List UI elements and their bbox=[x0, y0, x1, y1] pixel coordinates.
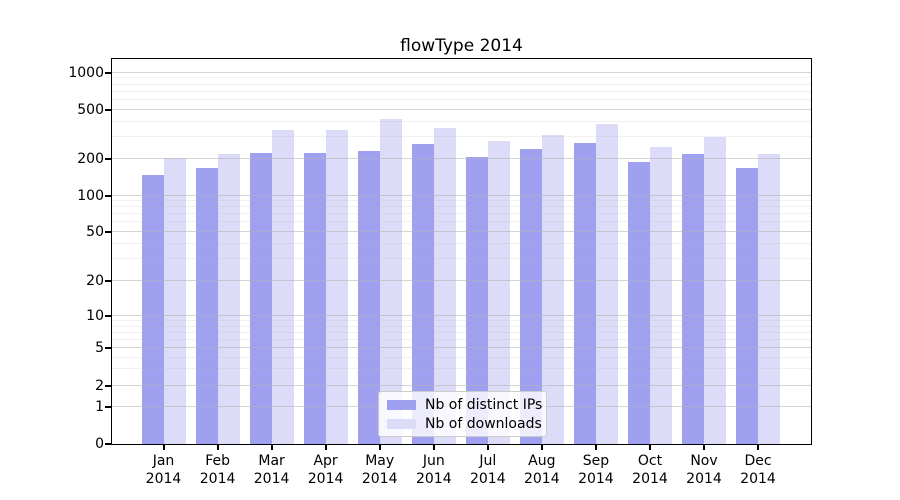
bar-dec-downloads bbox=[758, 153, 780, 444]
y-tick-label-50: 50 bbox=[86, 224, 104, 240]
x-tick-label-may: May 2014 bbox=[361, 453, 398, 487]
bar-nov-downloads bbox=[704, 136, 726, 444]
bar-jan-downloads bbox=[163, 157, 186, 444]
bar-mar-downloads bbox=[271, 130, 294, 444]
y-tick-mark-5 bbox=[105, 347, 111, 350]
legend-swatch-distinct-ips bbox=[387, 399, 416, 410]
bar-sep-downloads bbox=[595, 124, 618, 444]
x-tick-mark-nov bbox=[703, 445, 705, 450]
y-tick-label-1: 1 bbox=[95, 398, 104, 415]
y-tick-mark-200 bbox=[105, 157, 111, 160]
x-tick-mark-mar bbox=[270, 445, 273, 450]
bar-may-downloads bbox=[379, 118, 402, 444]
x-tick-label-aug: Aug 2014 bbox=[523, 453, 560, 487]
bar-sep-ips bbox=[573, 142, 596, 444]
x-tick-label-oct: Oct 2014 bbox=[632, 453, 668, 487]
x-tick-mark-may bbox=[378, 445, 381, 450]
bar-oct-ips bbox=[628, 162, 650, 444]
y-tick-mark-10 bbox=[105, 315, 111, 318]
x-tick-mark-jul bbox=[486, 445, 489, 450]
y-tick-mark-100 bbox=[105, 194, 111, 197]
bar-aug-ips bbox=[519, 149, 542, 444]
x-tick-label-nov: Nov 2014 bbox=[686, 453, 722, 487]
y-tick-mark-1 bbox=[105, 405, 111, 408]
bar-jul-downloads bbox=[487, 140, 510, 444]
bar-dec-ips bbox=[736, 167, 758, 444]
legend-label-distinct-ips: Nb of distinct IPs bbox=[425, 396, 543, 413]
x-tick-label-jun: Jun 2014 bbox=[415, 453, 452, 487]
x-tick-label-dec: Dec 2014 bbox=[740, 453, 776, 487]
bar-jan-ips bbox=[141, 175, 164, 444]
x-tick-label-mar: Mar 2014 bbox=[253, 453, 290, 487]
bar-oct-downloads bbox=[650, 147, 672, 444]
y-tick-mark-0 bbox=[105, 443, 111, 445]
y-tick-label-200: 200 bbox=[77, 150, 104, 167]
legend: Nb of distinct IPs Nb of downloads bbox=[378, 391, 547, 437]
x-tick-mark-jan bbox=[162, 445, 165, 450]
y-tick-mark-20 bbox=[105, 280, 111, 283]
y-tick-label-500: 500 bbox=[77, 101, 104, 118]
bar-may-ips bbox=[357, 150, 380, 444]
legend-label-downloads: Nb of downloads bbox=[425, 415, 542, 432]
y-tick-label-1000: 1000 bbox=[68, 64, 104, 81]
plot-area bbox=[111, 58, 812, 445]
bar-jun-downloads bbox=[433, 127, 456, 444]
y-tick-label-10: 10 bbox=[86, 308, 104, 325]
y-tick-label-100: 100 bbox=[77, 187, 104, 204]
chart-title: flowType 2014 bbox=[400, 36, 523, 56]
bar-jul-ips bbox=[465, 157, 488, 444]
legend-item-distinct-ips: Nb of distinct IPs bbox=[387, 396, 542, 413]
bar-jun-ips bbox=[411, 144, 434, 444]
x-tick-label-apr: Apr 2014 bbox=[307, 453, 344, 487]
y-tick-mark-50 bbox=[105, 231, 111, 233]
y-tick-label-5: 5 bbox=[95, 340, 104, 357]
x-tick-mark-sep bbox=[594, 445, 597, 450]
bar-aug-downloads bbox=[541, 134, 564, 444]
y-tick-mark-500 bbox=[105, 108, 111, 111]
x-tick-mark-dec bbox=[757, 445, 759, 450]
bar-layer bbox=[112, 59, 811, 444]
x-tick-label-jan: Jan 2014 bbox=[145, 453, 182, 487]
x-tick-label-jul: Jul 2014 bbox=[469, 453, 506, 487]
x-tick-mark-oct bbox=[649, 445, 651, 450]
y-tick-label-20: 20 bbox=[86, 273, 104, 290]
bar-mar-ips bbox=[249, 152, 272, 444]
x-tick-mark-apr bbox=[324, 445, 327, 450]
bar-feb-ips bbox=[195, 168, 218, 444]
legend-swatch-downloads bbox=[387, 418, 416, 429]
bar-apr-downloads bbox=[325, 129, 348, 444]
x-tick-label-sep: Sep 2014 bbox=[578, 453, 614, 487]
x-tick-mark-feb bbox=[216, 445, 219, 450]
bar-nov-ips bbox=[682, 154, 704, 444]
x-tick-label-feb: Feb 2014 bbox=[199, 453, 236, 487]
y-tick-label-2: 2 bbox=[95, 377, 104, 394]
y-tick-label-0: 0 bbox=[95, 436, 104, 452]
x-tick-mark-jun bbox=[432, 445, 435, 450]
y-tick-mark-2 bbox=[105, 384, 111, 387]
bar-apr-ips bbox=[303, 152, 326, 444]
legend-item-downloads: Nb of downloads bbox=[387, 415, 542, 432]
x-tick-mark-aug bbox=[540, 445, 543, 450]
y-tick-mark-1000 bbox=[105, 71, 111, 74]
bar-feb-downloads bbox=[217, 154, 240, 444]
